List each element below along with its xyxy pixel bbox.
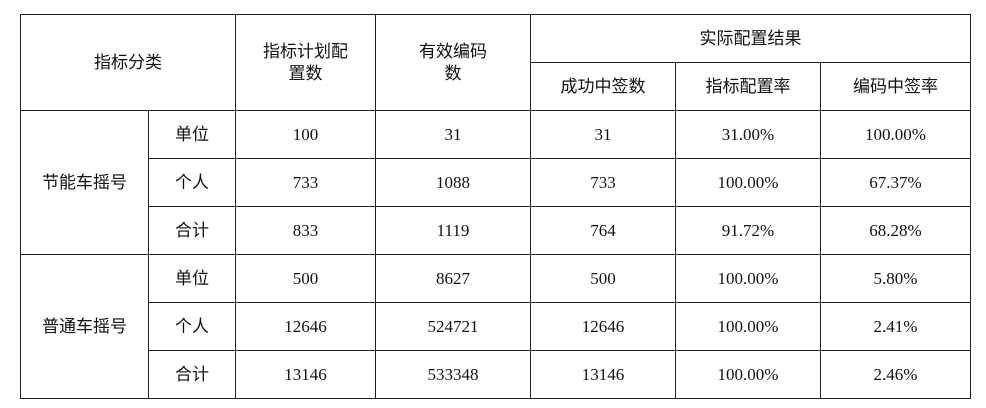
header-win-rate: 编码中签率: [820, 62, 971, 111]
cell-win-rate: 2.41%: [820, 302, 971, 351]
cell-type: 个人: [148, 158, 236, 207]
cell-success: 500: [530, 254, 676, 303]
cell-type: 单位: [148, 254, 236, 303]
cell-valid: 524721: [375, 302, 531, 351]
table-row: 普通车摇号 单位 500 8627 500 100.00% 5.80%: [20, 254, 971, 399]
cell-rate: 31.00%: [675, 110, 821, 159]
table-row: 节能车摇号 单位 100 31 31 31.00% 100.00%: [20, 110, 971, 255]
header-success: 成功中签数: [530, 62, 676, 111]
cell-valid: 533348: [375, 350, 531, 399]
header-valid-text: 有效编码数: [419, 41, 487, 83]
cell-win-rate: 67.37%: [820, 158, 971, 207]
cell-win-rate: 100.00%: [820, 110, 971, 159]
cell-valid: 1088: [375, 158, 531, 207]
cell-plan: 500: [235, 254, 376, 303]
header-rate: 指标配置率: [675, 62, 821, 111]
group-name: 普通车摇号: [20, 254, 149, 399]
cell-success: 31: [530, 110, 676, 159]
cell-win-rate: 5.80%: [820, 254, 971, 303]
cell-type: 单位: [148, 110, 236, 159]
cell-plan: 12646: [235, 302, 376, 351]
group-name: 节能车摇号: [20, 110, 149, 255]
cell-success: 13146: [530, 350, 676, 399]
cell-rate: 100.00%: [675, 302, 821, 351]
cell-type: 合计: [148, 350, 236, 399]
header-category: 指标分类: [20, 14, 236, 111]
cell-win-rate: 68.28%: [820, 206, 971, 255]
table-row: 个人 733 1088 733 100.00% 67.37%: [21, 158, 971, 207]
cell-rate: 91.72%: [675, 206, 821, 255]
cell-plan: 833: [235, 206, 376, 255]
quota-allocation-table: 指标分类 指标计划配置数 有效编码数 实际配置结果 成功中签数 指标配置率 编码…: [20, 14, 971, 399]
cell-plan: 733: [235, 158, 376, 207]
cell-valid: 8627: [375, 254, 531, 303]
cell-success: 764: [530, 206, 676, 255]
cell-rate: 100.00%: [675, 254, 821, 303]
header-actual: 实际配置结果: [530, 14, 971, 63]
table-row: 个人 12646 524721 12646 100.00% 2.41%: [21, 302, 971, 351]
cell-success: 12646: [530, 302, 676, 351]
cell-success: 733: [530, 158, 676, 207]
cell-rate: 100.00%: [675, 158, 821, 207]
cell-type: 合计: [148, 206, 236, 255]
cell-valid: 31: [375, 110, 531, 159]
cell-rate: 100.00%: [675, 350, 821, 399]
cell-valid: 1119: [375, 206, 531, 255]
cell-win-rate: 2.46%: [820, 350, 971, 399]
cell-type: 个人: [148, 302, 236, 351]
cell-plan: 100: [235, 110, 376, 159]
table-row: 合计 13146 533348 13146 100.00% 2.46%: [21, 350, 971, 399]
cell-plan: 13146: [235, 350, 376, 399]
table-body: 节能车摇号 单位 100 31 31 31.00% 100.00% 个人 733 1088 733 1…: [20, 110, 971, 399]
header-plan: 指标计划配置数: [235, 14, 376, 111]
header-valid: 有效编码数: [375, 14, 531, 111]
table-row: 合计 833 1119 764 91.72% 68.28%: [21, 206, 971, 255]
header-plan-text: 指标计划配置数: [263, 41, 348, 83]
